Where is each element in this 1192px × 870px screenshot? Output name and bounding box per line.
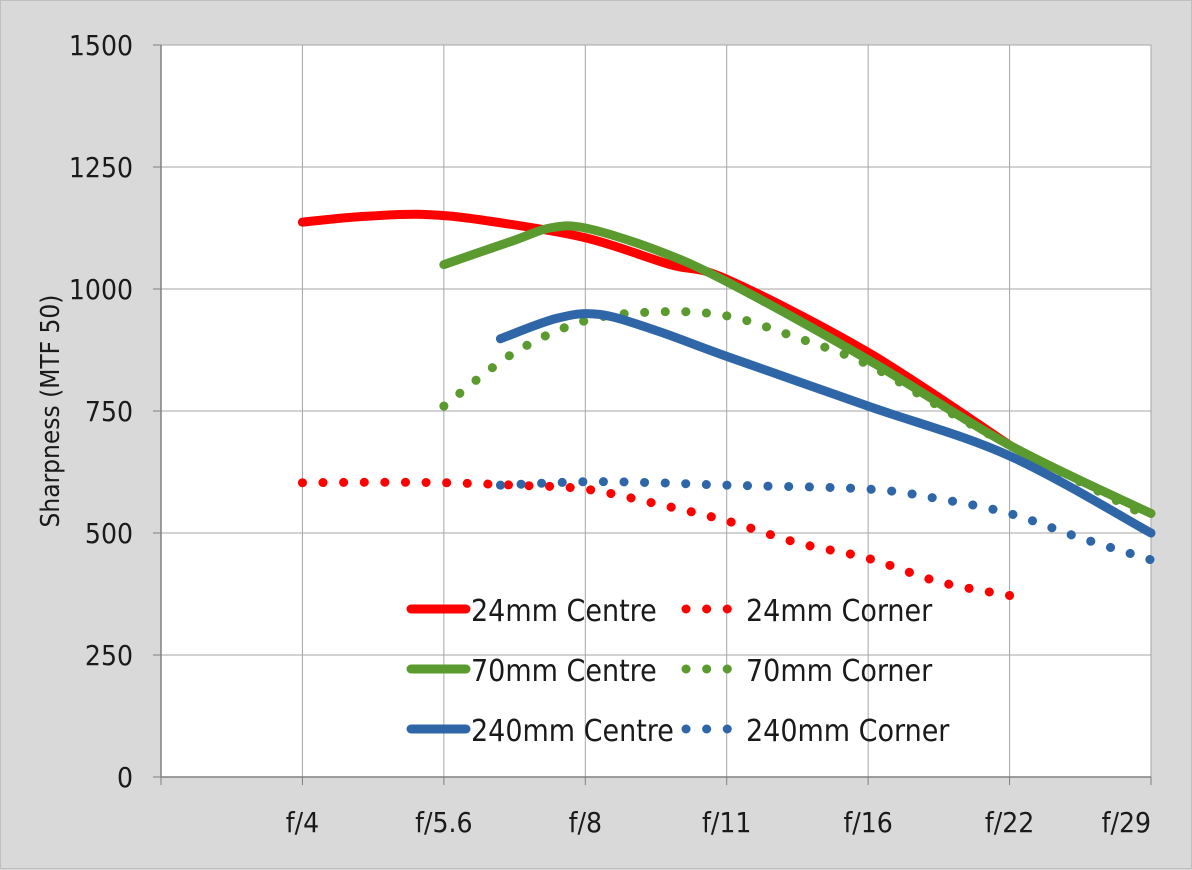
- x-tick-label: f/8: [569, 806, 602, 839]
- x-tick-label: f/29: [1102, 806, 1151, 839]
- y-tick-label: 1000: [69, 273, 133, 306]
- legend-label-24mm-centre: 24mm Centre: [471, 594, 657, 629]
- legend-label-240mm-centre: 240mm Centre: [471, 714, 674, 749]
- series-line-240mm-centre: [495, 309, 1156, 538]
- series-line-70mm-centre: [439, 221, 1156, 518]
- y-tick-label: 1500: [69, 29, 133, 62]
- y-tick-label: 0: [117, 761, 133, 794]
- legend-label-70mm-corner: 70mm Corner: [746, 654, 933, 689]
- y-tick-label: 250: [85, 639, 133, 672]
- x-tick-label: f/5.6: [415, 806, 472, 839]
- x-tick-label: f/16: [843, 806, 892, 839]
- legend-label-24mm-corner: 24mm Corner: [746, 594, 933, 629]
- series-line-24mm-corner: [297, 477, 1015, 600]
- y-tick-label: 500: [85, 517, 133, 550]
- y-axis-title: Sharpness (MTF 50): [36, 295, 66, 528]
- x-tick-label: f/11: [702, 806, 751, 839]
- series-line-240mm-corner: [495, 477, 1156, 565]
- x-tick-label: f/22: [985, 806, 1034, 839]
- legend-label-70mm-centre: 70mm Centre: [471, 654, 657, 689]
- series-line-24mm-centre: [297, 209, 1015, 450]
- series-layer: [297, 209, 1156, 600]
- legend-label-240mm-corner: 240mm Corner: [746, 714, 950, 749]
- y-tick-label: 750: [85, 395, 133, 428]
- legend: 24mm Centre 24mm Corner 70mm Centre 70mm Co…: [406, 594, 950, 749]
- y-tick-label: 1250: [69, 151, 133, 184]
- x-tick-label: f/4: [286, 806, 319, 839]
- axes: 0 250 500 750 1000 1250 1500 f/4 f/5.6 f/8 f/11 f/1…: [69, 29, 1152, 839]
